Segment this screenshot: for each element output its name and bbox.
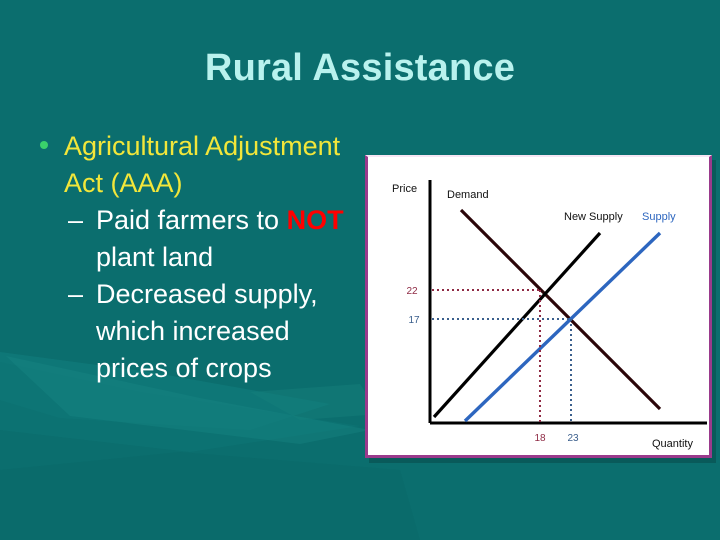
supply-demand-chart-svg: Price Quantity Demand New Supply Supply … bbox=[392, 180, 707, 450]
page-title: Rural Assistance bbox=[204, 47, 516, 89]
bullet-text-before: Paid farmers to bbox=[96, 205, 287, 235]
supply-curve-label: Supply bbox=[642, 211, 676, 223]
en-dash-icon: – bbox=[68, 205, 84, 235]
bullet-level2-text: Decreased supply, which increased prices… bbox=[96, 279, 318, 383]
bullet-text-after: plant land bbox=[96, 242, 214, 272]
supply-curve bbox=[463, 231, 662, 423]
highlight-not: NOT bbox=[286, 205, 344, 235]
y-tick-17: 17 bbox=[408, 315, 420, 326]
bullet-level1-text: Agricultural Adjustment Act (AAA) bbox=[64, 131, 341, 198]
y-axis-label: Price bbox=[392, 183, 417, 195]
bullet-dot-icon bbox=[40, 141, 48, 149]
demand-curve bbox=[459, 208, 662, 411]
x-tick-18: 18 bbox=[534, 433, 546, 444]
bullet-level2-paid-farmers: – Paid farmers to NOT plant land bbox=[24, 202, 369, 276]
body-content: Agricultural Adjustment Act (AAA) – Paid… bbox=[24, 128, 369, 387]
bullet-level1-aaa: Agricultural Adjustment Act (AAA) bbox=[24, 128, 369, 202]
bullet-level2-decreased-supply: – Decreased supply, which increased pric… bbox=[24, 276, 369, 387]
y-tick-22: 22 bbox=[406, 286, 418, 297]
demand-curve-label: Demand bbox=[447, 189, 489, 201]
new-supply-curve bbox=[432, 231, 602, 419]
new-supply-curve-label: New Supply bbox=[564, 211, 623, 223]
supply-demand-chart-image: Price Quantity Demand New Supply Supply … bbox=[365, 155, 712, 458]
en-dash-icon: – bbox=[68, 279, 84, 309]
x-tick-23: 23 bbox=[567, 433, 579, 444]
x-axis-label: Quantity bbox=[652, 438, 693, 450]
